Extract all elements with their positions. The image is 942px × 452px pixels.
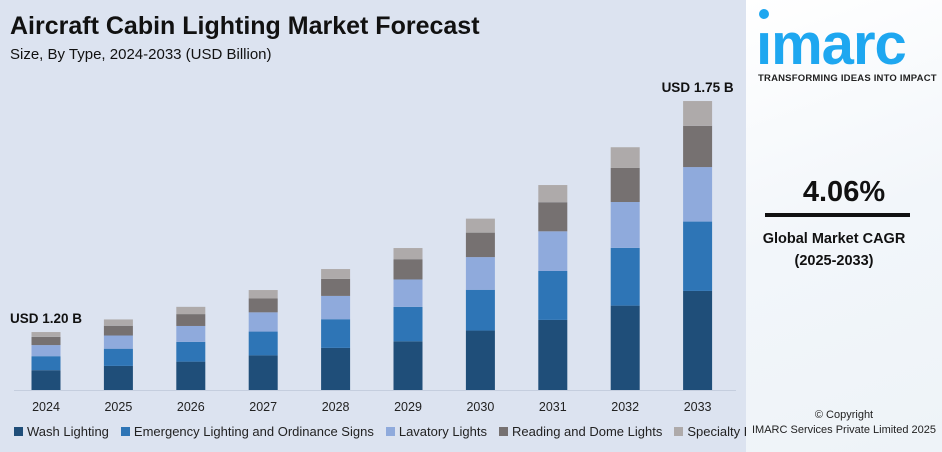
bar-segment-2032-3 (610, 167, 640, 203)
legend-swatch (385, 427, 395, 436)
x-tick-label: 2026 (177, 400, 205, 414)
bar-segment-2024-2 (31, 345, 61, 357)
legend-label: Wash Lighting (27, 424, 109, 439)
legend-swatch (499, 427, 509, 436)
bar-segment-2029-3 (393, 259, 423, 280)
x-tick-label: 2031 (539, 400, 567, 414)
legend-swatch (674, 427, 684, 436)
bar-segment-2031-0 (538, 319, 568, 390)
x-tick-label: 2030 (466, 400, 494, 414)
bar-segment-2033-4 (683, 101, 713, 126)
imarc-logo: ımarc (756, 9, 907, 68)
bar-segment-2027-2 (248, 312, 278, 332)
bar-segment-2028-2 (321, 295, 351, 320)
bar-segment-2026-3 (176, 314, 206, 326)
bar-segment-2028-3 (321, 278, 351, 296)
x-tick-label: 2033 (684, 400, 712, 414)
copyright-label: © Copyright (814, 409, 874, 421)
bar-segment-2032-4 (610, 147, 640, 168)
bar-segment-2033-2 (683, 167, 713, 222)
bar-segment-2026-2 (176, 325, 206, 342)
bar-segment-2027-3 (248, 298, 278, 313)
bar-segment-2033-1 (683, 221, 713, 291)
legend-label: Lavatory Lights (398, 424, 488, 439)
bar-segment-2029-0 (393, 341, 423, 390)
divider (765, 213, 910, 217)
svg-text:ımarc: ımarc (756, 12, 906, 68)
bar-segment-2030-1 (465, 289, 495, 331)
cagr-period: (2025-2033) (794, 253, 874, 269)
x-tick-label: 2028 (322, 400, 350, 414)
x-tick-label: 2029 (394, 400, 422, 414)
bar-segment-2033-3 (683, 125, 713, 168)
legend: Wash Lighting Emergency Lighting and Ordi… (14, 424, 789, 439)
bar-segment-2027-0 (248, 355, 278, 390)
x-tick-label: 2027 (249, 400, 277, 414)
bar-segment-2033-0 (683, 290, 713, 390)
bar-segment-2030-3 (465, 232, 495, 258)
bar-segment-2026-0 (176, 361, 206, 390)
legend-item: Lavatory Lights (385, 424, 488, 439)
bar-segment-2029-2 (393, 279, 423, 307)
bar-segment-2025-2 (103, 335, 133, 349)
stacked-bar-chart: 2024 2025 2026 2027 2028 2029 2030 2031 2032 2033… (10, 80, 736, 414)
legend-swatch (14, 427, 23, 436)
bar-segment-2028-4 (321, 269, 351, 279)
legend-label: Emergency Lighting and Ordinance Signs (133, 424, 374, 439)
bar-segment-2031-2 (538, 231, 568, 271)
x-tick-label: 2032 (611, 400, 639, 414)
cagr-label-text: Global Market CAGR (762, 231, 906, 247)
bar-segment-2030-0 (465, 330, 495, 390)
data-label: USD 1.20 B (10, 311, 82, 326)
legend-item: Emergency Lighting and Ordinance Signs (120, 424, 374, 439)
bar-segment-2030-2 (465, 257, 495, 290)
bar-segment-2028-0 (321, 347, 351, 390)
bar-segment-2026-1 (176, 341, 206, 362)
cagr-label: Global Market CAGR (2025-2033) (746, 228, 922, 272)
bar-segment-2028-1 (321, 319, 351, 348)
tagline: TRANSFORMING IDEAS INTO IMPACT (758, 73, 937, 84)
x-tick-label: 2024 (32, 400, 60, 414)
bar-segment-2030-4 (465, 218, 495, 233)
copyright-company: IMARC Services Private Limited 2025 (751, 424, 936, 436)
bar-segment-2024-3 (31, 336, 61, 346)
bar-segment-2032-2 (610, 202, 640, 248)
chart-title: Aircraft Cabin Lighting Market Forecast (10, 12, 480, 40)
legend-swatch (120, 427, 130, 436)
bar-segment-2025-3 (103, 325, 133, 336)
bar-segment-2031-1 (538, 270, 568, 320)
bar-segment-2027-4 (248, 290, 278, 299)
legend-label: Reading and Dome Lights (512, 424, 663, 439)
copyright: © Copyright IMARC Services Private Limit… (746, 408, 942, 438)
bar-segment-2024-1 (31, 356, 61, 371)
legend-item: Wash Lighting (14, 424, 109, 439)
bar-segment-2025-4 (103, 319, 133, 326)
bar-segment-2031-4 (538, 185, 568, 203)
data-label: USD 1.75 B (662, 80, 734, 95)
bar-segment-2024-4 (31, 332, 61, 337)
sidebar: ımarc TRANSFORMING IDEAS INTO IMPACT 4.0… (746, 0, 942, 452)
cagr-value: 4.06% (802, 176, 886, 208)
bar-segment-2031-3 (538, 202, 568, 232)
bar-segment-2029-4 (393, 248, 423, 260)
chart-subtitle: Size, By Type, 2024-2033 (USD Billion) (10, 46, 272, 63)
bar-segment-2026-4 (176, 306, 206, 315)
bar-segment-2025-1 (103, 348, 133, 366)
bar-segment-2024-0 (31, 370, 61, 390)
bar-segment-2029-1 (393, 306, 423, 342)
bar-segment-2027-1 (248, 331, 278, 356)
chart-panel: Aircraft Cabin Lighting Market Forecast … (10, 12, 790, 439)
bar-segment-2025-0 (103, 365, 133, 390)
bar-segment-2032-1 (610, 247, 640, 306)
legend-item: Reading and Dome Lights (499, 424, 662, 439)
bar-segment-2032-0 (610, 305, 640, 390)
x-tick-label: 2025 (104, 400, 132, 414)
